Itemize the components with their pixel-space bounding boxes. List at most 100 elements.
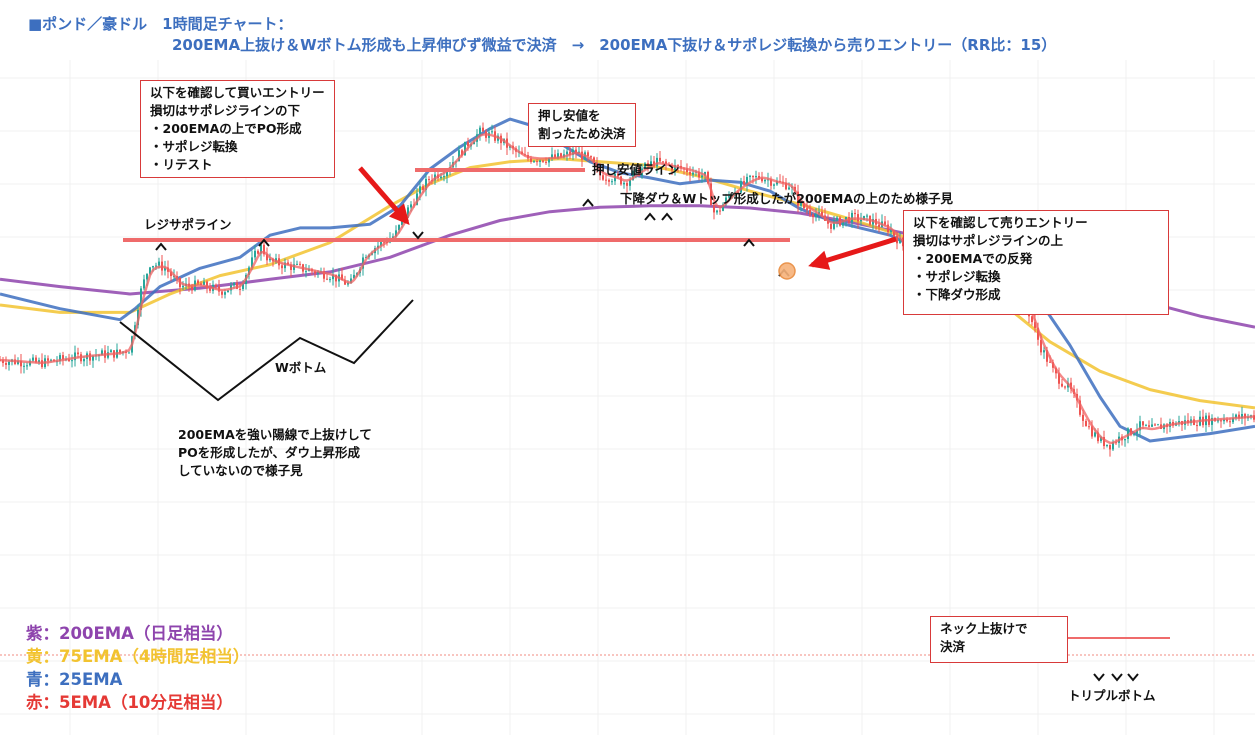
candle-body [398,225,400,231]
candle-body [458,150,460,162]
candle-body [32,357,34,361]
candle-body [1220,420,1222,422]
candle-body [83,359,85,362]
neck-break-note: ネック上抜けで 決済 [930,616,1068,663]
candle-body [650,161,652,166]
candle-body [1238,414,1240,419]
candle-body [887,224,889,233]
sell-entry-point [778,262,796,280]
candle-body [1046,350,1048,362]
candle-body [47,358,49,361]
candle-body [305,271,307,273]
candle-body [146,273,148,280]
candle-body [800,202,802,206]
candle-body [335,274,337,282]
ema-legend: 紫：200EMA（日足相当） 黄：75EMA（4時間足相当） 青：25EMA 赤… [26,622,249,714]
candle-body [224,292,226,295]
candle-body [590,156,592,158]
candle-body [749,175,751,177]
candle-body [1151,424,1153,427]
candle-body [551,154,553,158]
candle-body [809,209,811,215]
candle-body [215,284,217,287]
candle-body [422,186,424,190]
candle-body [1157,424,1159,426]
candle-body [854,212,856,215]
candle-body [38,360,40,363]
candle-body [344,280,346,285]
candle-body [557,153,559,158]
candle-body [407,207,409,218]
candle-body [752,175,754,178]
entry-arrow-head [388,203,410,226]
breakout-note: 200EMAを強い陽線で上抜けして POを形成したが、ダウ上昇形成 していないの… [178,427,372,478]
candle-body [1064,386,1066,388]
candle-body [608,179,610,182]
candle-body [644,163,646,169]
candle-body [1154,424,1156,426]
take-profit-note: 押し安値を 割ったため決済 [528,103,636,147]
candle-body [128,352,130,354]
candle-body [143,279,145,289]
candle-body [1100,437,1102,442]
push-low-label: 押し安値ライン [592,162,680,177]
candle-body [587,152,589,157]
candle-body [1079,400,1081,415]
peak-marker [661,212,673,221]
candle-body [1211,417,1213,425]
candle-body [2,360,4,364]
candle-body [821,211,823,216]
candle-body [491,131,493,133]
candle-body [164,267,166,271]
peak-marker [582,198,594,207]
candle-body [158,261,160,266]
candle-body [698,171,700,178]
trough-marker [412,231,424,240]
candle-body [464,141,466,156]
candle-body [233,282,235,286]
candle-body [251,257,253,268]
candle-body [533,161,535,163]
candle-body [323,271,325,279]
candle-body [692,172,694,175]
candle-body [530,158,532,162]
candle-body [560,153,562,158]
candle-body [764,179,766,182]
candle-body [401,218,403,226]
candle-body [761,178,763,182]
candle-body [140,288,142,310]
w-bottom-path [119,299,414,402]
trough-marker [1127,673,1139,682]
candle-body [203,281,205,286]
candle-body [350,278,352,283]
candle-body [1226,419,1228,422]
trough-marker [1093,673,1105,682]
candle-body [59,355,61,362]
candle-body [815,214,817,218]
candle-body [890,230,892,233]
legend-200ema: 紫：200EMA（日足相当） [26,624,233,643]
candle-body [1088,426,1090,428]
candle-body [788,187,790,190]
candle-body [845,217,847,221]
candle-body [566,151,568,155]
candle-body [635,168,637,173]
candle-body [602,175,604,180]
chart-subtitle: 200EMA上抜け＆Wボトム形成も上昇伸びず微益で決済 → 200EMA下抜け＆… [172,36,1057,54]
candle-body [806,208,808,210]
candle-body [647,163,649,166]
candle-body [269,258,271,261]
candle-body [242,284,244,290]
candle-body [101,350,103,356]
candle-body [446,170,448,177]
candle-body [1097,432,1099,442]
candle-body [77,352,79,355]
candle-body [1217,420,1219,422]
candle-body [1034,322,1036,328]
buy-entry-note: 以下を確認して買いエントリー 損切はサポレジラインの下 ・200EMAの上でPO… [140,80,335,178]
candle-body [257,250,259,254]
candle-body [593,157,595,164]
candle-body [1094,432,1096,437]
ema-line-2 [0,117,1255,443]
candle-body [677,165,679,167]
